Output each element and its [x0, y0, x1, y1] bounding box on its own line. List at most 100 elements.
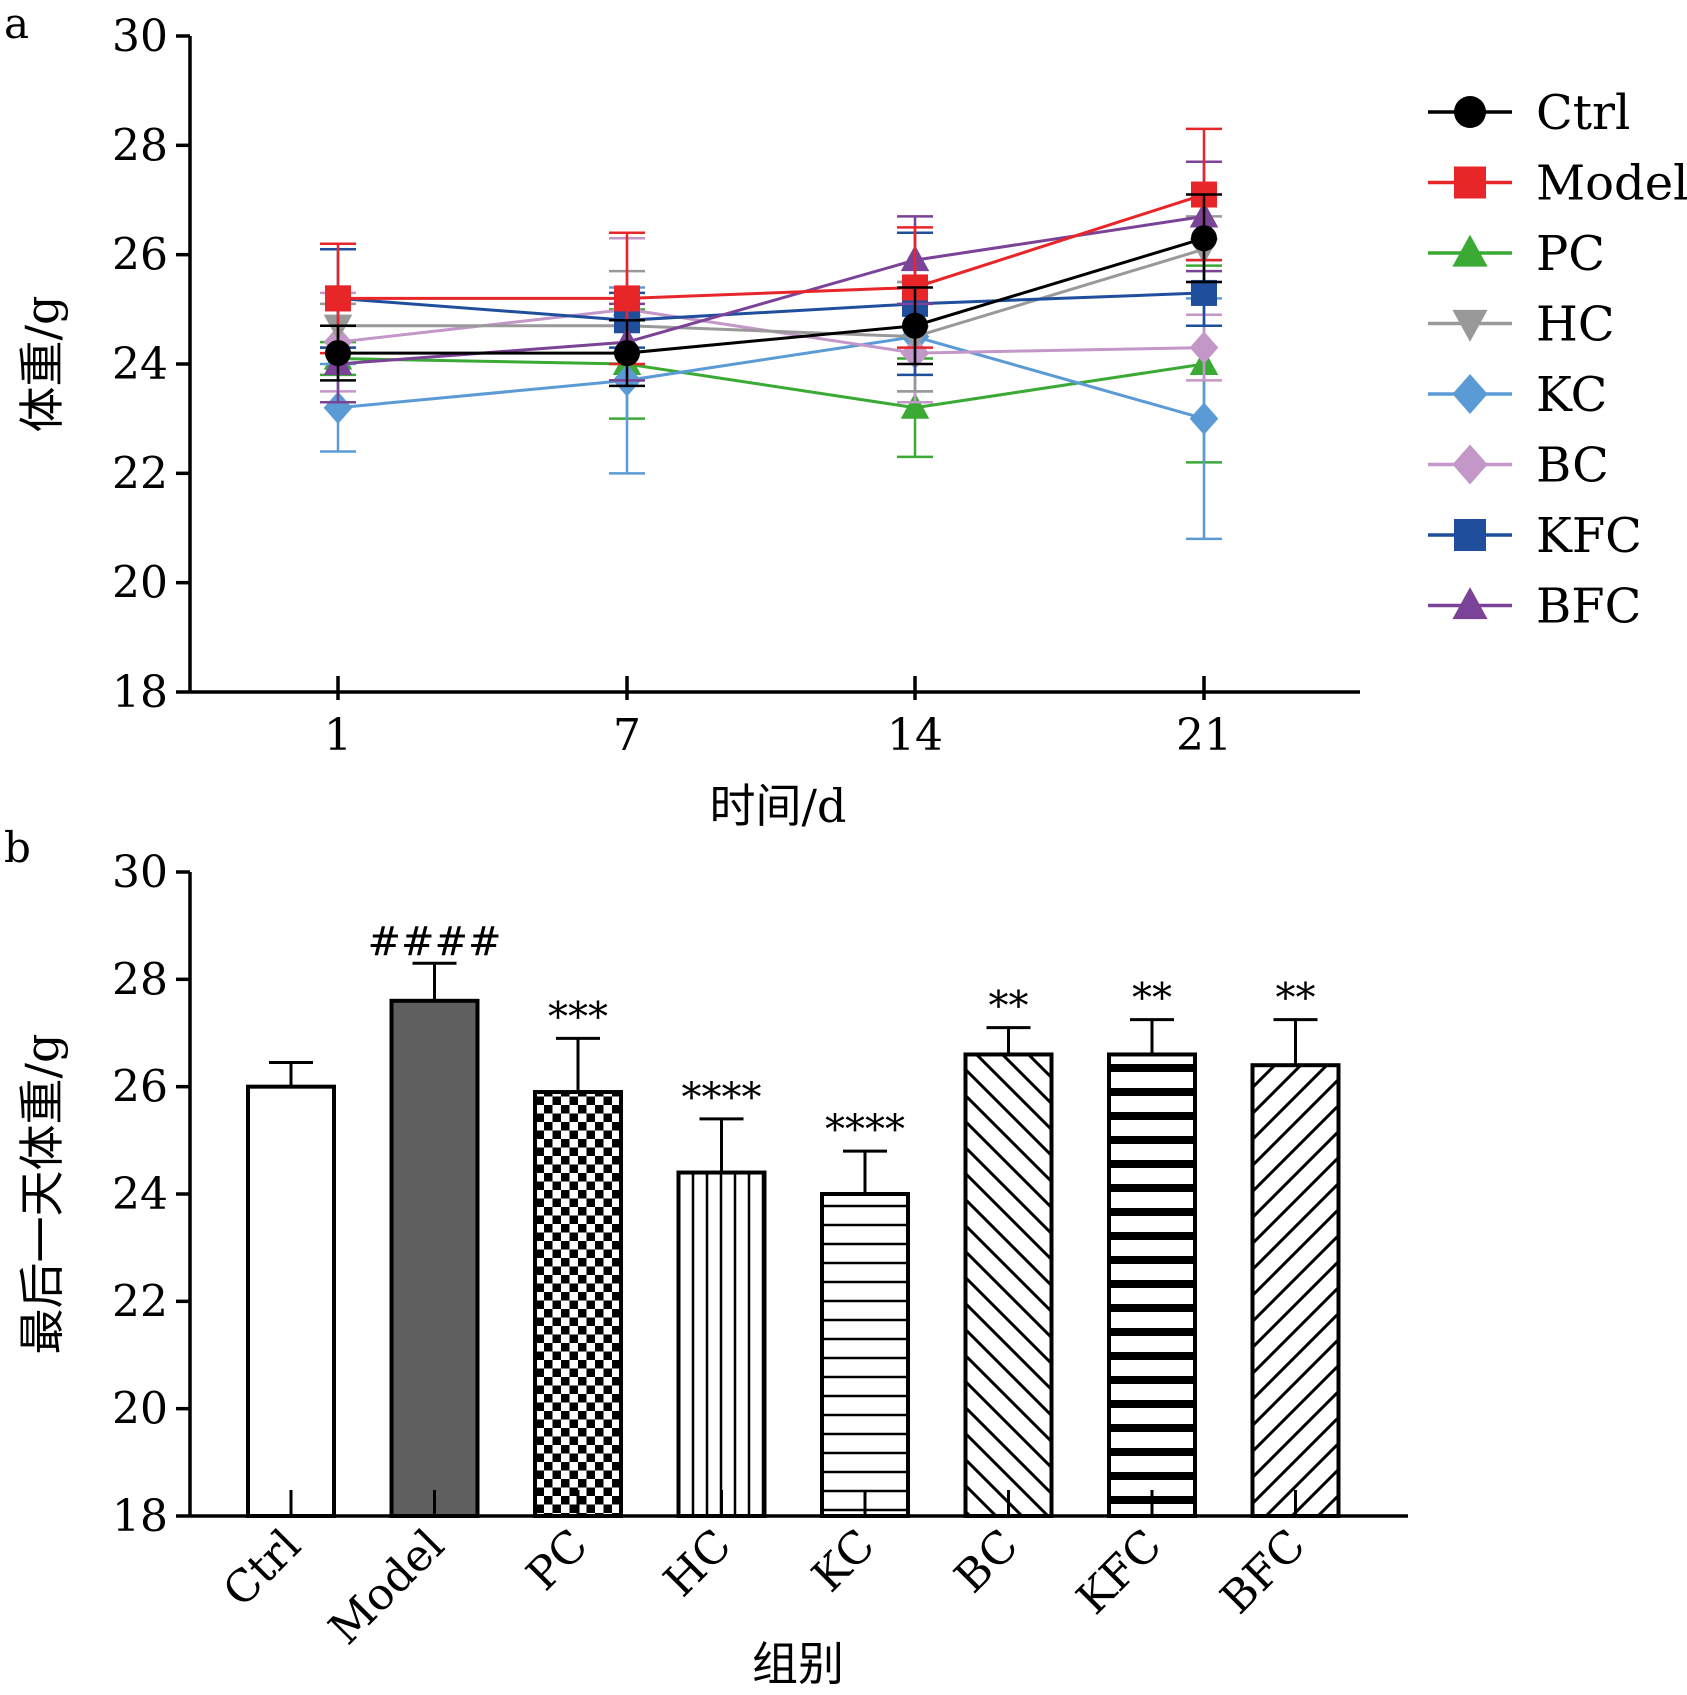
legend-label: PC — [1536, 226, 1605, 282]
data-point — [325, 340, 351, 367]
panel-b-y-tick-label: 18 — [112, 1491, 168, 1542]
panel-b-y-tick-label: 26 — [112, 1062, 168, 1113]
legend-label: BFC — [1536, 579, 1641, 635]
significance-label: **** — [682, 1075, 762, 1121]
legend-marker — [1454, 519, 1486, 551]
series-line — [338, 193, 1205, 300]
panel-b-y-tick-label: 30 — [112, 847, 168, 898]
series-pc — [320, 264, 1222, 464]
legend-item-kc: KC — [1428, 367, 1607, 423]
bar — [676, 1170, 767, 1518]
bar-bfc: ** — [1250, 976, 1341, 1518]
legend-marker — [1452, 444, 1488, 485]
legend-label: BC — [1536, 438, 1609, 494]
panel-b-category-label: HC — [654, 1520, 741, 1607]
series-bfc — [320, 160, 1222, 404]
bar-ctrl — [246, 1061, 336, 1518]
bar — [389, 998, 480, 1518]
panel-a-x-tick-label: 7 — [613, 710, 641, 761]
legend-marker — [1452, 374, 1488, 414]
panel-a-y-tick-label: 28 — [112, 120, 168, 171]
legend-label: Model — [1536, 156, 1687, 212]
line-chart-panel-a: 18 20 22 24 26 28 30 1 7 14 21 Ctrl Model PC HC KC BC K… — [15, 11, 1687, 833]
bar — [963, 1052, 1054, 1518]
bar — [1250, 1063, 1341, 1518]
panel-b-category-label: KC — [802, 1520, 884, 1602]
series-line — [337, 335, 1205, 421]
series-hc — [320, 215, 1222, 393]
panel-b-y-tick-label: 20 — [112, 1384, 168, 1435]
data-point — [323, 391, 353, 424]
legend-item-hc: HC — [1428, 297, 1615, 353]
panel-a-y-axis-label: 体重/g — [15, 296, 69, 433]
panel-b-category-label: Ctrl — [214, 1520, 311, 1617]
series-kc — [320, 280, 1222, 541]
legend-item-bc: BC — [1428, 438, 1609, 494]
data-point — [1191, 279, 1217, 306]
legend-item-kfc: KFC — [1428, 508, 1642, 564]
significance-label: ** — [989, 984, 1029, 1030]
legend-marker — [1452, 587, 1488, 620]
data-point — [325, 285, 351, 312]
panel-a-y-tick-label: 18 — [112, 667, 168, 718]
bar — [246, 1084, 336, 1518]
bar — [533, 1090, 623, 1518]
panel-b-y-tick-label: 28 — [112, 954, 168, 1005]
bar — [1107, 1052, 1197, 1518]
legend-item-bfc: BFC — [1428, 579, 1641, 635]
significance-label: **** — [825, 1107, 905, 1153]
legend-label: KC — [1536, 367, 1607, 423]
series-line — [337, 214, 1205, 366]
data-point — [1189, 331, 1219, 364]
data-point — [614, 340, 640, 367]
series-line — [337, 291, 1205, 322]
legend-marker — [1454, 166, 1486, 199]
data-point — [1191, 225, 1217, 252]
panel-a-y-tick-label: 30 — [112, 11, 168, 62]
legend-label: HC — [1536, 297, 1615, 353]
bar-kfc: ** — [1107, 976, 1197, 1518]
panel-a-x-tick-label: 21 — [1176, 710, 1232, 761]
panel-b-category-label: BFC — [1211, 1520, 1315, 1624]
panel-b-y-tick-label: 22 — [112, 1276, 168, 1327]
bar-kc: **** — [820, 1107, 910, 1518]
significance-label: #### — [367, 919, 501, 965]
panel-b-category-label: PC — [517, 1520, 598, 1601]
significance-label: ** — [1276, 976, 1316, 1022]
significance-label: ** — [1132, 976, 1172, 1022]
bar-model: #### — [367, 919, 502, 1518]
bar-hc: **** — [676, 1075, 767, 1518]
legend-label: Ctrl — [1536, 85, 1630, 141]
legend-item-model: Model — [1428, 156, 1687, 212]
panel-b-label: b — [4, 823, 31, 872]
data-point — [900, 392, 930, 419]
panel-b-category-label: BC — [945, 1520, 1028, 1603]
series-ctrl — [320, 193, 1222, 388]
panel-b-y-axis-label: 最后一天体重/g — [15, 1034, 69, 1355]
legend-label: KFC — [1536, 508, 1642, 564]
panel-a-label: a — [4, 0, 29, 48]
legend-item-ctrl: Ctrl — [1428, 85, 1630, 141]
panel-a-y-tick-label: 22 — [112, 448, 168, 499]
panel-b-x-axis-label: 组别 — [752, 1637, 844, 1691]
panel-b-y-tick-label: 24 — [112, 1169, 168, 1220]
legend-item-pc: PC — [1428, 226, 1605, 282]
series-line — [338, 236, 1205, 355]
legend-marker — [1454, 96, 1486, 128]
panel-a-x-tick-label: 14 — [887, 710, 943, 761]
series-line — [337, 357, 1205, 410]
panel-b-category-label: Model — [319, 1520, 454, 1655]
panel-b-category-label: KFC — [1067, 1520, 1172, 1625]
data-point — [1189, 402, 1219, 435]
panel-a-y-tick-label: 20 — [112, 558, 168, 609]
legend-marker — [1452, 234, 1488, 267]
bar-pc: *** — [533, 994, 623, 1518]
data-point — [614, 285, 640, 312]
significance-label: *** — [548, 994, 608, 1040]
panel-a-x-tick-label: 1 — [324, 710, 352, 761]
panel-a-x-axis-label: 时间/d — [710, 779, 847, 833]
series-bc — [320, 237, 1222, 404]
bar-bc: ** — [963, 984, 1054, 1518]
